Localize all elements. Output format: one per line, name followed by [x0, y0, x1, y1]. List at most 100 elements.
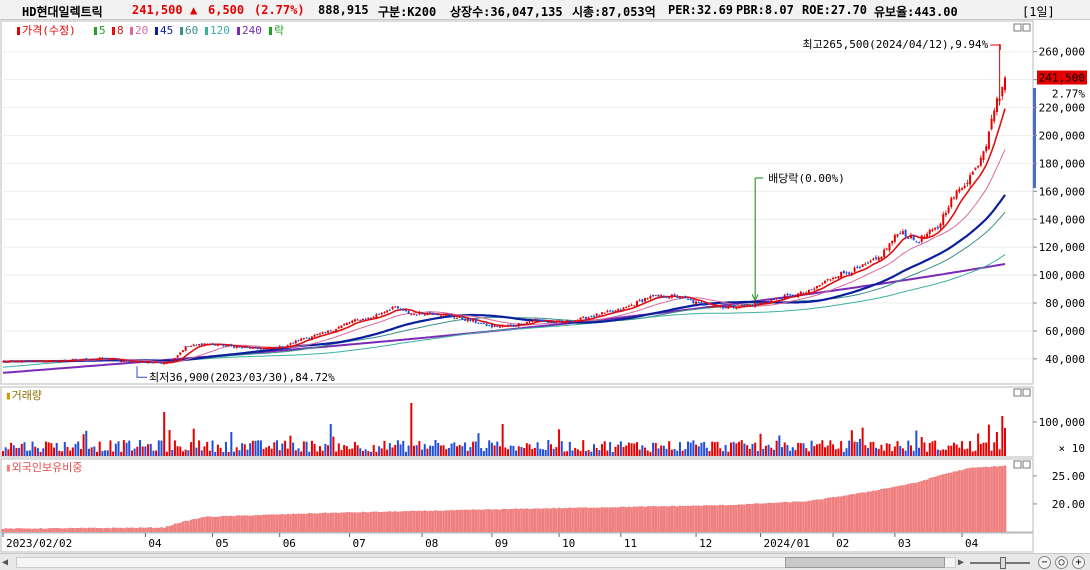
foreign-bar — [369, 511, 373, 532]
foreign-bar — [928, 477, 932, 532]
volume-bar — [480, 448, 483, 456]
volume-bar — [1004, 428, 1006, 456]
current-price: 241,500 — [132, 3, 183, 17]
foreign-bar — [796, 501, 800, 532]
volume-bar — [58, 450, 61, 456]
foreign-panel-minimize-icon[interactable] — [1013, 460, 1022, 469]
candle-body — [318, 333, 321, 335]
volume-bar — [762, 448, 765, 456]
foreign-bar — [955, 471, 958, 532]
volume-bar — [410, 403, 413, 456]
foreign-bar — [264, 514, 268, 532]
candle-body — [160, 362, 163, 364]
foreign-bar — [372, 511, 376, 532]
volume-bar — [630, 443, 633, 456]
volume-bar — [974, 450, 977, 456]
foreign-bar — [254, 515, 257, 532]
volume-bar — [606, 450, 609, 456]
foreign-bar — [342, 512, 346, 532]
candle-body — [12, 360, 15, 362]
foreign-bar — [353, 512, 357, 532]
volume-bar — [453, 442, 456, 456]
volume-bar — [77, 441, 80, 456]
foreign-bar — [646, 506, 650, 532]
foreign-bar — [968, 467, 972, 532]
foreign-bar — [313, 513, 316, 532]
candle-body — [200, 343, 203, 346]
volume-bar — [7, 449, 10, 456]
foreign-bar — [764, 503, 768, 532]
volume-bar — [866, 448, 869, 456]
zoom-reset-icon[interactable]: ○ — [1055, 556, 1068, 569]
volume-tick-label: 100,000 — [1039, 416, 1085, 429]
candle-body — [515, 325, 518, 327]
candle-body — [630, 304, 633, 306]
scroll-left-icon[interactable]: ◀ — [2, 557, 9, 568]
scroll-track[interactable] — [16, 557, 956, 568]
volume-bar — [246, 449, 249, 456]
candle-body — [587, 317, 590, 320]
candle-body — [125, 360, 128, 362]
volume-bar — [982, 442, 985, 456]
stock-name[interactable]: HD현대일렉트릭 — [22, 5, 103, 19]
candle-body — [971, 171, 974, 175]
volume-bar — [181, 451, 184, 456]
foreign-bar — [273, 514, 276, 532]
volume-bar — [286, 448, 289, 456]
volume-bar — [791, 447, 794, 456]
foreign-bar — [936, 475, 940, 532]
volume-panel-maximize-icon[interactable] — [1022, 388, 1031, 397]
period-selector[interactable]: [1일] — [1022, 5, 1055, 19]
stock-chart[interactable]: 260,000240,000220,000200,000180,000160,0… — [0, 20, 1090, 553]
foreign-bar — [230, 515, 233, 532]
foreign-bar — [909, 483, 913, 532]
candle-body — [622, 307, 625, 310]
foreign-bar — [834, 497, 838, 532]
candle-body — [912, 235, 915, 241]
candle-body — [335, 329, 338, 332]
foreign-bar — [103, 528, 107, 532]
volume-bar — [794, 450, 797, 456]
foreign-bar — [708, 505, 711, 532]
price-panel-minimize-icon[interactable] — [1013, 23, 1022, 32]
volume-bar — [754, 442, 757, 456]
foreign-bar — [267, 514, 271, 532]
volume-bar — [660, 445, 663, 456]
price-scrollbar[interactable] — [1033, 88, 1036, 188]
legend-label: 45 — [160, 24, 173, 37]
zoom-slider-thumb-icon[interactable] — [1000, 557, 1006, 569]
candle-body — [592, 315, 595, 317]
foreign-bar — [906, 483, 910, 532]
foreign-bar — [931, 477, 934, 532]
scroll-thumb[interactable] — [785, 557, 945, 568]
candle-body — [410, 314, 413, 316]
volume-bar — [155, 450, 158, 456]
zoom-out-icon[interactable]: − — [1038, 556, 1051, 569]
volume-bar — [281, 443, 284, 456]
foreign-bar — [93, 527, 96, 532]
volume-bar — [482, 451, 485, 456]
volume-bar — [654, 442, 657, 456]
volume-bar — [850, 430, 853, 456]
volume-bar — [947, 445, 950, 456]
foreign-bar — [87, 527, 91, 532]
price-panel-maximize-icon[interactable] — [1022, 23, 1031, 32]
foreign-bar — [949, 472, 953, 532]
candle-body — [979, 157, 982, 166]
foreign-bar — [992, 466, 996, 532]
volume-bar — [934, 440, 937, 456]
volume-bar — [222, 451, 225, 456]
foreign-panel-maximize-icon[interactable] — [1022, 460, 1031, 469]
candle-body — [990, 118, 993, 130]
volume-bar — [681, 450, 684, 456]
volume-panel-minimize-icon[interactable] — [1013, 388, 1022, 397]
foreign-bar — [622, 506, 625, 532]
volume-bar — [361, 450, 364, 456]
volume-bar — [807, 451, 810, 456]
candle-body — [289, 343, 292, 345]
volume-bar — [840, 441, 843, 456]
scroll-right-icon[interactable]: ▶ — [958, 557, 965, 568]
zoom-in-icon[interactable]: + — [1072, 556, 1085, 569]
candle-body — [58, 360, 61, 363]
foreign-bar — [474, 509, 478, 532]
